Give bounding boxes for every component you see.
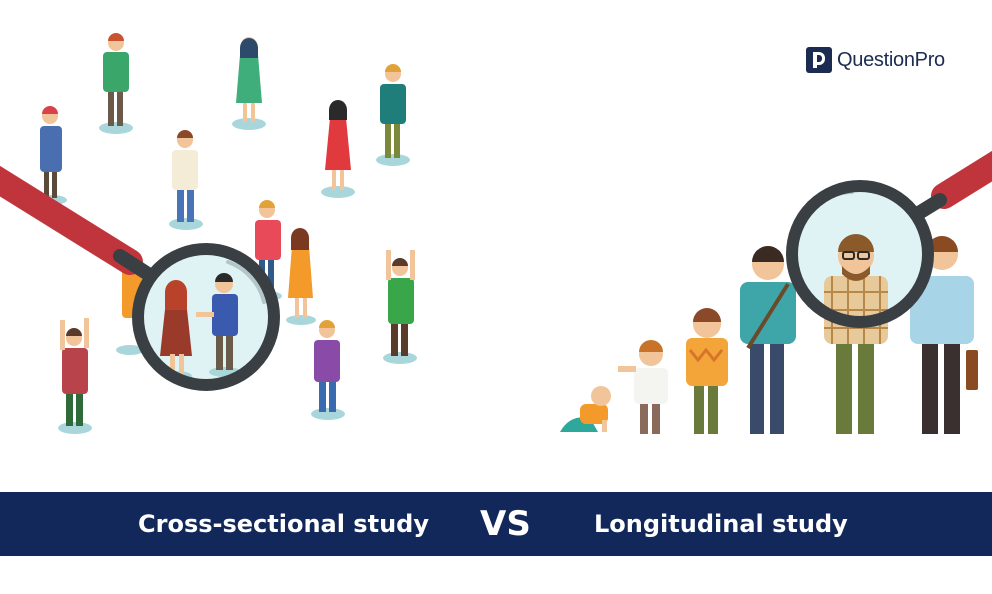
teen-figure [740,246,796,434]
title-banner: Cross-sectional study VS Longitudinal st… [0,492,992,556]
lens-content [824,234,888,322]
person-figure [311,320,345,420]
vs-label: VS [480,504,531,544]
logo-text: QuestionPro [837,48,945,71]
person-figure [286,228,316,325]
person-figure [99,33,133,134]
baby-figure [560,386,611,432]
questionpro-logo: QuestionPro [806,46,945,74]
questionpro-p-logo-icon [806,47,832,73]
longitudinal-label: Longitudinal study [594,510,848,538]
person-figure [37,106,67,205]
person-figure [169,130,203,230]
lens-content [160,273,241,381]
person-figure [58,318,92,434]
toddler-figure [618,340,668,434]
person-figure [383,250,417,364]
person-figure [232,37,266,130]
magnifier-right [786,150,992,328]
person-figure [376,64,410,166]
person-figure [321,100,355,198]
crowd-group [37,33,417,434]
man-figure [910,236,978,434]
magnifier-left [0,165,280,391]
cross-sectional-label: Cross-sectional study [138,510,429,538]
child-figure [686,308,728,434]
